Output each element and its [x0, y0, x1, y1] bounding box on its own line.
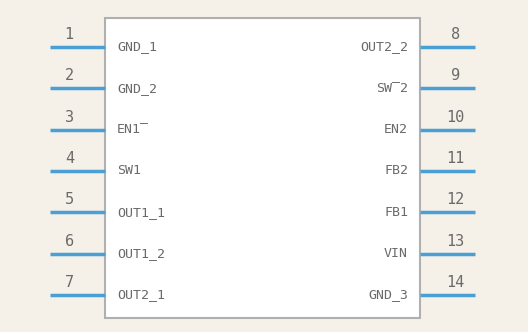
Text: 6: 6	[65, 234, 74, 249]
Text: 2: 2	[65, 68, 74, 83]
Text: FB2: FB2	[384, 164, 408, 178]
Text: EN2: EN2	[384, 123, 408, 136]
Text: 5: 5	[65, 192, 74, 207]
Text: FB1: FB1	[384, 206, 408, 219]
Text: VIN: VIN	[384, 247, 408, 260]
Text: OUT2_1: OUT2_1	[117, 289, 165, 301]
Text: GND_3: GND_3	[368, 289, 408, 301]
Text: 3: 3	[65, 110, 74, 125]
Text: 8: 8	[451, 27, 460, 42]
Text: 10: 10	[447, 110, 465, 125]
Text: 9: 9	[451, 68, 460, 83]
Text: 7: 7	[65, 275, 74, 290]
Bar	[105, 18, 420, 318]
Text: 14: 14	[447, 275, 465, 290]
Text: 12: 12	[447, 192, 465, 207]
Text: GND_1: GND_1	[117, 41, 157, 53]
Text: 13: 13	[447, 234, 465, 249]
Text: 1: 1	[65, 27, 74, 42]
Text: SW̅2: SW̅2	[376, 82, 408, 95]
Text: OUT1_1: OUT1_1	[117, 206, 165, 219]
Text: 4: 4	[65, 151, 74, 166]
Text: GND_2: GND_2	[117, 82, 157, 95]
Text: OUT1_2: OUT1_2	[117, 247, 165, 260]
Text: OUT2_2: OUT2_2	[360, 41, 408, 53]
Text: 11: 11	[447, 151, 465, 166]
Text: SW1: SW1	[117, 164, 141, 178]
Text: EN1̅: EN1̅	[117, 123, 149, 136]
